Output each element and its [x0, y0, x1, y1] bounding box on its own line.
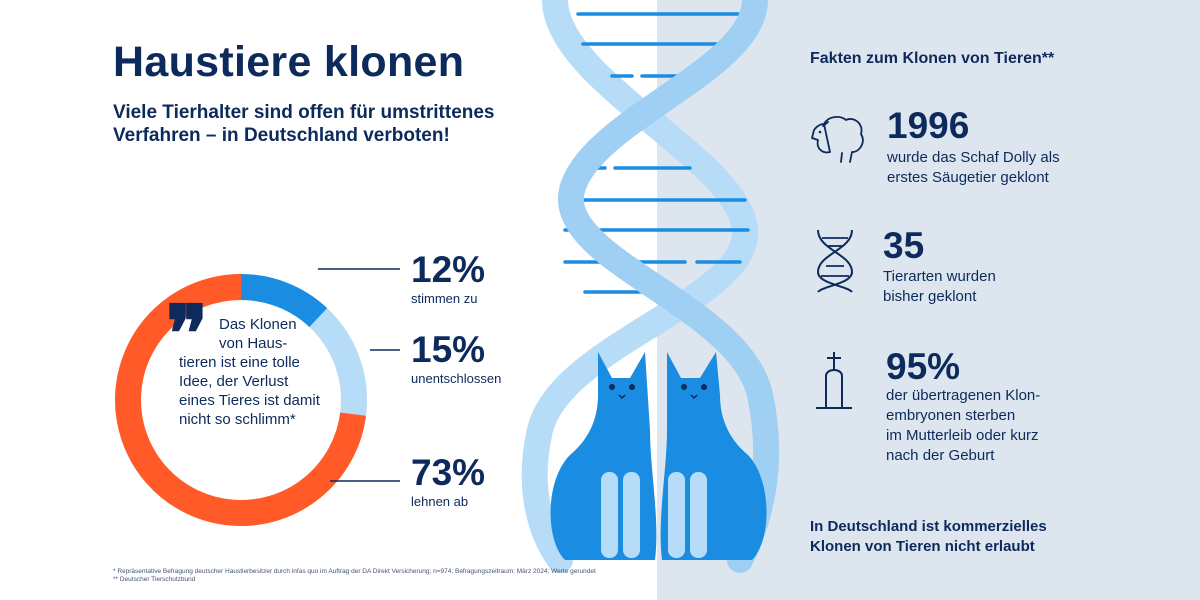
quote-line: Das Klonen [219, 316, 297, 333]
subtitle-line: Viele Tierhalter sind offen für umstritt… [113, 102, 495, 123]
facts-title: Fakten zum Klonen von Tieren** [810, 50, 1055, 67]
footnotes: * Repräsentative Befragung deutscher Hau… [113, 568, 596, 584]
footnote-line: * Repräsentative Befragung deutscher Hau… [113, 568, 596, 575]
fact-text: der übertragenen Klon- embryonen sterben… [886, 386, 1040, 466]
quote-line: von Haus- [219, 335, 288, 352]
note-line: In Deutschland ist kommerzielles [810, 518, 1047, 535]
page-title: Haustiere klonen [113, 38, 465, 86]
fact-number: 1996 [887, 105, 970, 146]
donut-segment-agree [240, 274, 328, 328]
quote-mark-icon: ❞ [166, 289, 208, 380]
cat-right-illustration [660, 352, 767, 560]
donut-segment-reject [115, 274, 367, 526]
value-label-reject: 73% [411, 452, 486, 493]
note-line: Klonen von Tieren nicht erlaubt [810, 538, 1035, 555]
subtitle-line: Verfahren – in Deutschland verboten! [113, 125, 450, 146]
quote-line: tieren ist eine tolle [179, 354, 300, 371]
fact-text-line: bisher geklont [883, 288, 977, 305]
sheep-icon [811, 116, 864, 163]
fact-text-line: wurde das Schaf Dolly als [887, 149, 1060, 166]
legend-label-agree: stimmen zu [411, 291, 478, 306]
germany-ban-note: In Deutschland ist kommerzielles Klonen … [810, 517, 1047, 557]
value-label-undecided: 15% [411, 329, 486, 370]
donut-quote: Das Klonen von Haus- tieren ist eine tol… [179, 315, 329, 429]
fact-text-line: im Mutterleib oder kurz [886, 427, 1039, 444]
value-label-agree: 12% [411, 249, 486, 290]
page-subtitle: Viele Tierhalter sind offen für umstritt… [113, 101, 533, 147]
quote-line: nicht so schlimm* [179, 411, 296, 428]
legend-label-reject: lehnen ab [411, 494, 469, 509]
legend-label-undecided: unentschlossen [411, 371, 502, 386]
fact-text-line: der übertragenen Klon- [886, 387, 1041, 404]
fact-text-line: embryonen sterben [886, 407, 1016, 424]
fact-text-line: nach der Geburt [886, 447, 995, 464]
quote-line: eines Tieres ist damit [179, 392, 320, 409]
fact-number: 95% [886, 346, 961, 387]
dna-icon [816, 229, 854, 293]
donut-segment-undecided [309, 308, 367, 416]
fact-text: wurde das Schaf Dolly als erstes Säugeti… [887, 148, 1060, 188]
fact-number: 35 [883, 225, 925, 266]
quote-line: Idee, der Verlust [179, 373, 289, 390]
fact-text: Tierarten wurden bisher geklont [883, 267, 996, 307]
fact-text-line: erstes Säugetier geklont [887, 169, 1049, 186]
cat-left-illustration [550, 352, 657, 560]
fact-text-line: Tierarten wurden [883, 268, 996, 285]
footnote-line: ** Deutscher Tierschutzbund [113, 576, 196, 583]
gravestone-icon [816, 352, 852, 409]
